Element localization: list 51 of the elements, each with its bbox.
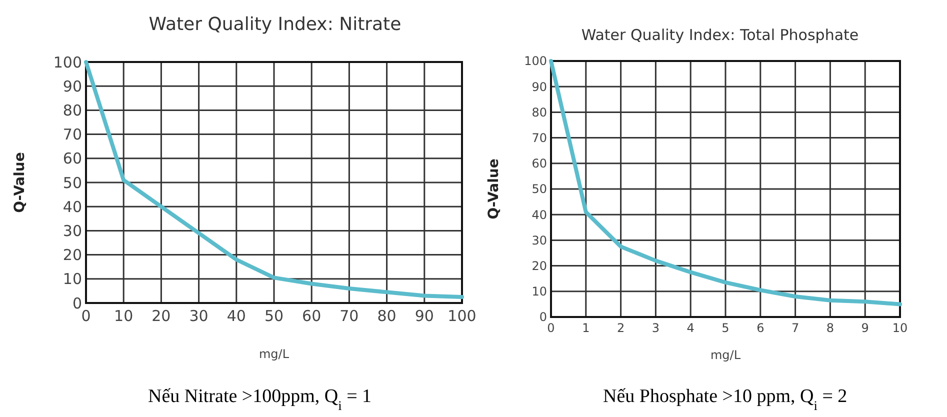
x-tick-label: 7 bbox=[791, 321, 800, 335]
y-tick-label: 90 bbox=[532, 80, 547, 94]
x-tick-label: 90 bbox=[414, 307, 434, 325]
x-tick-label: 100 bbox=[448, 307, 476, 325]
y-tick-label: 20 bbox=[62, 246, 82, 264]
x-tick-label: 8 bbox=[826, 321, 834, 335]
y-tick-label: 80 bbox=[532, 105, 547, 120]
x-tick-label: 60 bbox=[302, 307, 322, 325]
y-tick-label: 50 bbox=[532, 182, 547, 196]
x-tick-label: 5 bbox=[722, 321, 730, 335]
x-tick-label: 2 bbox=[616, 321, 625, 335]
x-tick-label: 9 bbox=[861, 321, 869, 335]
y-tick-label: 60 bbox=[532, 156, 547, 171]
x-tick-label: 20 bbox=[152, 307, 171, 325]
y-axis-title: Q-Value bbox=[486, 158, 502, 220]
x-tick-label: 4 bbox=[686, 321, 694, 335]
y-tick-label: 40 bbox=[532, 208, 547, 222]
y-tick-label: 40 bbox=[62, 198, 82, 216]
x-axis-title: mg/L bbox=[258, 347, 290, 361]
chart-title: Water Quality Index: Nitrate bbox=[148, 14, 402, 35]
y-tick-label: 90 bbox=[62, 77, 82, 96]
y-tick-label: 70 bbox=[62, 126, 82, 144]
x-tick-label: 10 bbox=[114, 307, 134, 325]
text: Nếu Phosphate >10 ppm, Q$_{i}$ = 2 bbox=[603, 386, 848, 412]
y-tick-label: 60 bbox=[62, 150, 82, 168]
y-tick-label: 100 bbox=[524, 54, 547, 68]
y-tick-label: 20 bbox=[532, 259, 547, 273]
x-tick-label: 30 bbox=[189, 307, 208, 325]
y-tick-label: 70 bbox=[532, 131, 547, 145]
y-tick-label: 0 bbox=[72, 294, 82, 312]
y-tick-label: 50 bbox=[62, 174, 82, 192]
line-series bbox=[549, 59, 902, 306]
y-tick-label: 10 bbox=[62, 270, 82, 288]
y-tick-label: 30 bbox=[62, 222, 82, 240]
x-tick-label: 80 bbox=[377, 307, 396, 325]
x-axis-title: mg/L bbox=[710, 348, 741, 362]
y-axis-title: Q-Value bbox=[12, 152, 28, 213]
y-tick-label: 10 bbox=[532, 284, 547, 299]
x-tick-label: 70 bbox=[340, 307, 359, 325]
x-tick-label: 40 bbox=[226, 307, 246, 325]
chart-title: Water Quality Index: Total Phosphate bbox=[581, 26, 859, 44]
y-tick-label: 30 bbox=[532, 233, 547, 248]
x-tick-label: 10 bbox=[892, 321, 908, 335]
y-tick-label: 80 bbox=[62, 101, 82, 120]
line-series bbox=[84, 60, 464, 299]
x-tick-label: 6 bbox=[756, 321, 764, 335]
y-tick-label: 100 bbox=[53, 53, 82, 72]
x-tick-label: 1 bbox=[582, 321, 590, 335]
x-tick-label: 3 bbox=[652, 321, 660, 335]
text: Nếu Nitrate >100ppm, Q$_{i}$ = 1 bbox=[148, 386, 372, 412]
x-tick-label: 50 bbox=[264, 307, 284, 325]
